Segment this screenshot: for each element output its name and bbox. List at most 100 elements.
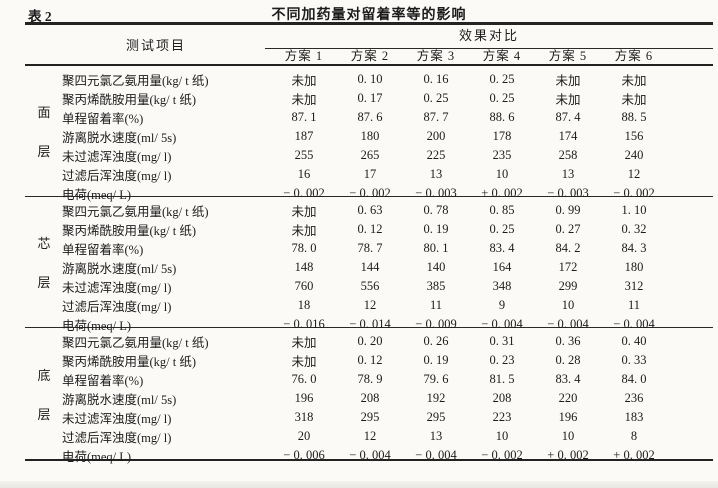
value-cell: 0. 25 bbox=[489, 91, 515, 105]
value-cell: 87. 7 bbox=[423, 110, 449, 124]
value-cell: 13 bbox=[561, 167, 575, 181]
value-cell: 18 bbox=[297, 298, 311, 312]
layer-group-label: 底层 bbox=[25, 328, 63, 459]
value-cell: 未加 bbox=[291, 74, 317, 88]
row-label: 聚四元氯乙氨用量(kg/ t 纸) bbox=[62, 74, 209, 88]
value-cell: 8 bbox=[630, 429, 638, 443]
scheme-header-2: 方案 2 bbox=[350, 49, 390, 63]
layer-group-char: 层 bbox=[37, 144, 51, 159]
value-cell: 385 bbox=[426, 279, 446, 293]
value-cell: 未加 bbox=[621, 93, 647, 107]
header-effect-comparison: 效果对比 bbox=[265, 25, 713, 49]
row-label: 游离脱水速度(ml/ 5s) bbox=[62, 393, 177, 407]
value-cell: 180 bbox=[624, 260, 644, 274]
value-cell: 180 bbox=[360, 129, 380, 143]
value-cell: 0. 40 bbox=[621, 334, 647, 348]
value-cell: 0. 31 bbox=[489, 334, 515, 348]
value-cell: 81. 5 bbox=[489, 372, 515, 386]
value-cell: − 0. 006 bbox=[283, 448, 325, 462]
table-title: 不同加药量对留着率等的影响 bbox=[271, 8, 467, 23]
scheme-header-3: 方案 3 bbox=[416, 49, 456, 63]
value-cell: 235 bbox=[492, 148, 512, 162]
value-cell: 84. 0 bbox=[621, 372, 647, 386]
layer-section-1: 面层聚四元氯乙氨用量(kg/ t 纸) 未加 0. 10 0. 16 0. 25 未加 未加… bbox=[25, 66, 713, 202]
value-cell: 79. 6 bbox=[423, 372, 449, 386]
value-cell: 83. 4 bbox=[555, 372, 581, 386]
value-cell: + 0. 002 bbox=[613, 448, 655, 462]
layer-group-label: 面层 bbox=[25, 66, 63, 196]
value-cell: − 0. 004 bbox=[481, 317, 523, 331]
value-cell: 148 bbox=[294, 260, 314, 274]
value-cell: 0. 28 bbox=[555, 353, 581, 367]
value-cell: 196 bbox=[294, 391, 314, 405]
value-cell: 295 bbox=[360, 410, 380, 424]
value-cell: 84. 3 bbox=[621, 241, 647, 255]
value-cell: 312 bbox=[624, 279, 644, 293]
scheme-header-4: 方案 4 bbox=[482, 49, 522, 63]
value-cell: 240 bbox=[624, 148, 644, 162]
value-cell: 80. 1 bbox=[423, 241, 449, 255]
value-cell: 88. 6 bbox=[489, 110, 515, 124]
value-cell: 760 bbox=[294, 279, 314, 293]
value-cell: 未加 bbox=[291, 205, 317, 219]
value-cell: 0. 19 bbox=[423, 222, 449, 236]
value-cell: 0. 16 bbox=[423, 72, 449, 86]
value-cell: 未加 bbox=[555, 74, 581, 88]
value-cell: 258 bbox=[558, 148, 578, 162]
value-cell: 12 bbox=[627, 167, 641, 181]
value-cell: 318 bbox=[294, 410, 314, 424]
value-cell: 未加 bbox=[291, 224, 317, 238]
value-cell: 208 bbox=[360, 391, 380, 405]
row-label: 未过滤浑浊度(mg/ l) bbox=[62, 412, 172, 426]
value-cell: 0. 12 bbox=[357, 222, 383, 236]
value-cell: 0. 26 bbox=[423, 334, 449, 348]
value-cell: 0. 85 bbox=[489, 203, 515, 217]
value-cell: 164 bbox=[492, 260, 512, 274]
row-label: 过滤后浑浊度(mg/ l) bbox=[62, 431, 172, 445]
layer-section-3: 底层聚四元氯乙氨用量(kg/ t 纸) 未加 0. 20 0. 26 0. 31 0. 3… bbox=[25, 328, 713, 464]
value-cell: 0. 78 bbox=[423, 203, 449, 217]
value-cell: 11 bbox=[627, 298, 641, 312]
value-cell: 299 bbox=[558, 279, 578, 293]
value-cell: 未加 bbox=[291, 93, 317, 107]
row-label: 聚丙烯酰胺用量(kg/ t 纸) bbox=[62, 355, 197, 369]
layer-section-2: 芯层聚四元氯乙氨用量(kg/ t 纸) 未加 0. 63 0. 78 0. 85 0. 9… bbox=[25, 197, 713, 333]
value-cell: 20 bbox=[297, 429, 311, 443]
value-cell: − 0. 004 bbox=[415, 448, 457, 462]
value-cell: − 0. 002 bbox=[613, 186, 655, 200]
header-test-item: 测试项目 bbox=[125, 38, 186, 53]
value-cell: 0. 10 bbox=[357, 72, 383, 86]
value-cell: 255 bbox=[294, 148, 314, 162]
value-cell: 10 bbox=[561, 298, 575, 312]
header-columns: 效果对比 方案 1 方案 2 方案 3 方案 4 方案 5 方案 6 bbox=[265, 25, 713, 64]
value-cell: 156 bbox=[624, 129, 644, 143]
row-label: 电荷(meq/ L) bbox=[62, 450, 132, 464]
value-cell: 87. 4 bbox=[555, 110, 581, 124]
value-cell: − 0. 009 bbox=[415, 317, 457, 331]
row-label: 电荷(meq/ L) bbox=[62, 188, 132, 202]
value-cell: 0. 17 bbox=[357, 91, 383, 105]
value-cell: 83. 4 bbox=[489, 241, 515, 255]
row-label: 单程留着率(%) bbox=[62, 374, 144, 388]
value-cell: 未加 bbox=[555, 93, 581, 107]
value-cell: 12 bbox=[363, 429, 377, 443]
value-cell: 88. 5 bbox=[621, 110, 647, 124]
value-cell: 0. 99 bbox=[555, 203, 581, 217]
value-cell: 265 bbox=[360, 148, 380, 162]
value-cell: 12 bbox=[363, 298, 377, 312]
value-cell: 10 bbox=[495, 167, 509, 181]
value-cell: 140 bbox=[426, 260, 446, 274]
value-cell: 13 bbox=[429, 429, 443, 443]
value-cell: 200 bbox=[426, 129, 446, 143]
value-cell: 78. 7 bbox=[357, 241, 383, 255]
value-cell: 78. 0 bbox=[291, 241, 317, 255]
value-cell: − 0. 003 bbox=[547, 186, 589, 200]
value-cell: 187 bbox=[294, 129, 314, 143]
value-cell: − 0. 004 bbox=[613, 317, 655, 331]
value-cell: 0. 12 bbox=[357, 353, 383, 367]
layer-group-label: 芯层 bbox=[25, 197, 63, 327]
value-cell: − 0. 002 bbox=[283, 186, 325, 200]
value-cell: 0. 19 bbox=[423, 353, 449, 367]
value-cell: 未加 bbox=[621, 74, 647, 88]
